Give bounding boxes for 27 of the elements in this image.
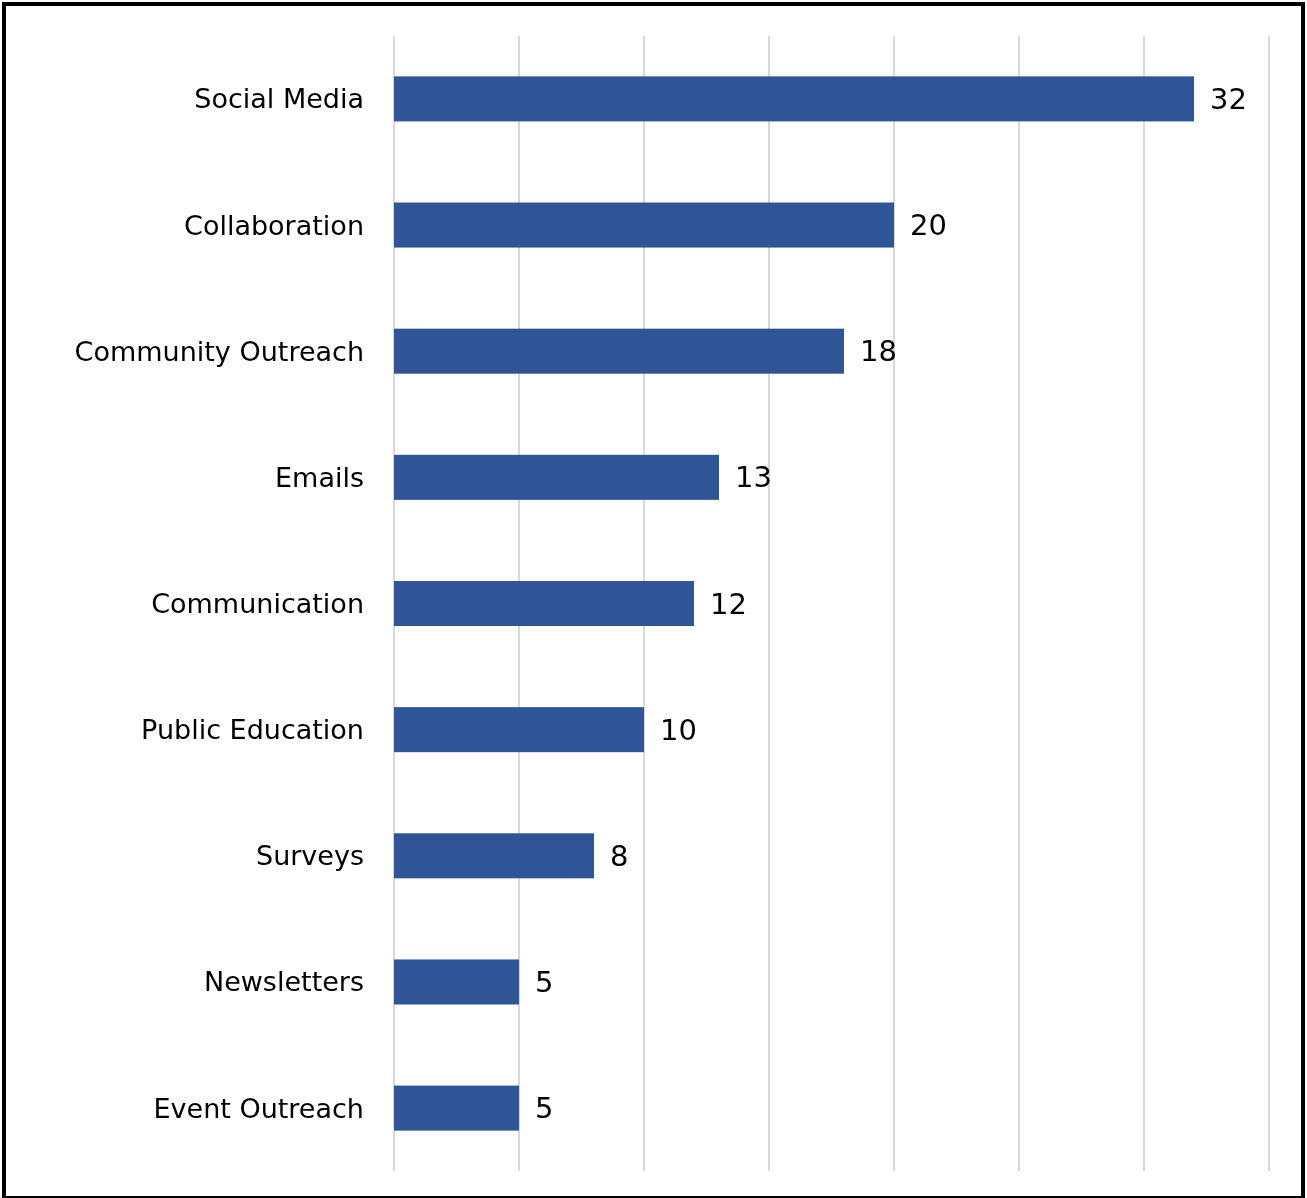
bar: [394, 580, 694, 627]
data-label: 13: [735, 460, 772, 495]
data-label: 5: [535, 964, 554, 999]
bar: [394, 833, 594, 879]
y-tick-label: Newsletters: [203, 966, 364, 998]
bar: [394, 328, 844, 374]
y-tick-label: Event Outreach: [153, 1092, 364, 1124]
y-tick-label: Public Education: [141, 714, 364, 746]
bar: [394, 202, 894, 248]
y-tick-label: Emails: [275, 461, 364, 493]
data-label: 10: [660, 712, 697, 747]
bar: [394, 454, 719, 500]
y-tick-label: Communication: [151, 588, 364, 619]
bar: [394, 76, 1194, 122]
y-tick-label: Social Media: [194, 83, 364, 115]
data-label: 20: [910, 208, 947, 243]
bar: [394, 959, 519, 1005]
data-label: 12: [710, 586, 747, 621]
y-tick-label: Surveys: [256, 840, 364, 872]
data-label: 8: [610, 838, 629, 873]
y-tick-label: Collaboration: [184, 209, 364, 241]
bar: [394, 1085, 519, 1131]
data-label: 18: [860, 334, 897, 369]
data-label: 5: [535, 1091, 554, 1126]
y-tick-label: Community Outreach: [74, 335, 364, 367]
bar: [394, 707, 644, 753]
data-label: 32: [1210, 81, 1247, 116]
